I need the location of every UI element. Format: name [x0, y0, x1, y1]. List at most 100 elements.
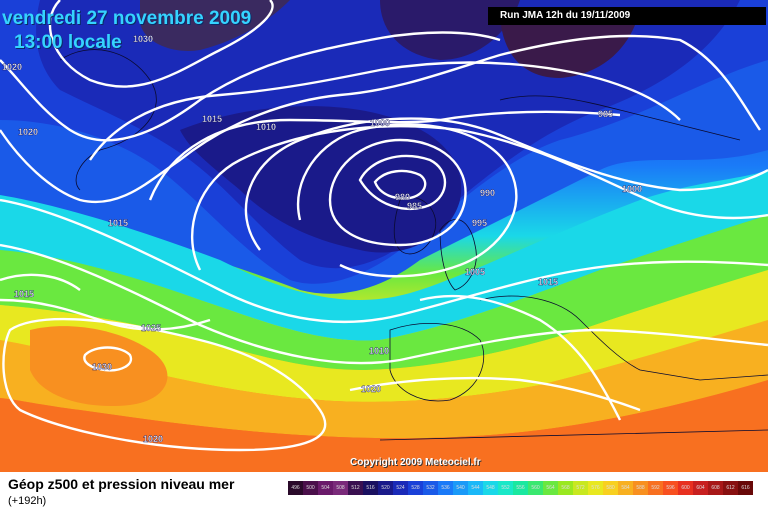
- scale-swatch: 496: [288, 481, 303, 495]
- pressure-label: 980: [395, 192, 410, 202]
- pressure-label: 1020: [361, 384, 381, 394]
- isobar-980: [373, 169, 427, 200]
- isobar-1000-east: [244, 117, 768, 251]
- pressure-label: 1020: [18, 127, 38, 137]
- z500-band-cyan: [0, 170, 768, 341]
- scale-swatch: 512: [348, 481, 363, 495]
- isobar-1015-main: [0, 198, 768, 324]
- isobar-990: [328, 138, 467, 247]
- scale-swatch: 552: [498, 481, 513, 495]
- pressure-label: 1000: [370, 118, 390, 128]
- scale-swatch: 580: [603, 481, 618, 495]
- pressure-label: 1015: [108, 218, 128, 228]
- isobar-1025-west: [0, 298, 211, 331]
- isobars: [0, 0, 768, 450]
- pressure-label: 1030: [92, 362, 112, 372]
- scale-swatch: 524: [393, 481, 408, 495]
- coast-iberia: [389, 323, 485, 402]
- pressure-label: 1025: [141, 323, 161, 333]
- weather-map: 1030 1020 1020 1015 1010 1000 985 980 98…: [0, 0, 768, 472]
- coast-africa: [379, 429, 768, 441]
- pressure-label: 990: [480, 188, 495, 198]
- z500-purple-nw: [140, 0, 290, 51]
- pressure-label: 1000: [622, 184, 642, 194]
- pressure-label: 1005: [465, 267, 485, 277]
- z500-high-core: [30, 326, 168, 406]
- legend-title: Géop z500 et pression niveau mer: [8, 476, 235, 492]
- scale-swatch: 572: [573, 481, 588, 495]
- coast-greenland: [59, 49, 157, 191]
- z500-purple-n: [380, 0, 520, 60]
- scale-swatch: 528: [408, 481, 423, 495]
- pressure-labels: 1030 1020 1020 1015 1010 1000 985 980 98…: [2, 34, 642, 444]
- scale-swatch: 600: [678, 481, 693, 495]
- isobar-1015-n: [0, 31, 501, 142]
- coast-scandinavia: [499, 95, 741, 141]
- pressure-label: 1015: [202, 114, 222, 124]
- z500-band-orange: [0, 320, 768, 439]
- pressure-label: 1015: [14, 289, 34, 299]
- coastlines: [59, 49, 768, 441]
- pressure-label: 1010: [256, 122, 276, 132]
- scale-swatch: 576: [588, 481, 603, 495]
- pressure-label: 1010: [369, 346, 389, 356]
- forecast-date: vendredi 27 novembre 2009: [2, 8, 252, 29]
- isobar-1020-loop: [2, 317, 327, 452]
- isobar-985: [358, 154, 447, 210]
- isobar-1005-east: [190, 125, 768, 271]
- pressure-label: 985: [598, 109, 613, 119]
- scale-swatch: 584: [618, 481, 633, 495]
- coast-britain: [439, 219, 477, 291]
- run-info-box: Run JMA 12h du 19/11/2009: [488, 7, 766, 25]
- scale-swatch: 604: [693, 481, 708, 495]
- pressure-label: 995: [472, 218, 487, 228]
- map-canvas: 1030 1020 1020 1015 1010 1000 985 980 98…: [0, 0, 768, 472]
- isobar-995: [296, 123, 518, 278]
- scale-swatch: 532: [423, 481, 438, 495]
- pressure-label: 985: [407, 201, 422, 211]
- copyright-notice: Copyright 2009 Meteociel.fr: [350, 457, 481, 468]
- scale-swatch: 504: [318, 481, 333, 495]
- legend-subtitle: (+192h): [8, 495, 47, 507]
- isobar-1005-upper: [89, 61, 681, 161]
- scale-swatch: 520: [378, 481, 393, 495]
- color-scale: 496 500 504 508 512 516 520 524 528 532 536 540 544 5…: [288, 481, 753, 495]
- z500-low-core: [180, 106, 462, 253]
- scale-swatch: 568: [558, 481, 573, 495]
- isobar-1020-main: [0, 243, 768, 365]
- isobar-1010-south: [419, 294, 622, 421]
- coast-ireland: [393, 197, 437, 255]
- scale-swatch: 540: [453, 481, 468, 495]
- z500-purple-ne: [500, 10, 640, 78]
- coast-mediterranean: [479, 295, 768, 381]
- isobar-1020-south: [349, 376, 641, 412]
- scale-swatch: 596: [663, 481, 678, 495]
- z500-band-green: [0, 215, 768, 370]
- scale-swatch: 544: [468, 481, 483, 495]
- scale-swatch: 536: [438, 481, 453, 495]
- isobar-1015-west: [0, 273, 81, 291]
- scale-swatch: 616: [738, 481, 753, 495]
- z500-band-yellow: [0, 270, 768, 402]
- isobar-1010: [0, 34, 761, 203]
- isobar-1020-nw: [48, 0, 274, 88]
- scale-swatch: 508: [333, 481, 348, 495]
- pressure-label: 1030: [133, 34, 153, 44]
- pressure-label: 1015: [538, 277, 558, 287]
- legend-bar: Géop z500 et pression niveau mer (+192h)…: [0, 472, 768, 512]
- isobar-1030-high: [83, 346, 133, 372]
- scale-swatch: 500: [303, 481, 318, 495]
- scale-swatch: 548: [483, 481, 498, 495]
- scale-swatch: 564: [543, 481, 558, 495]
- scale-swatch: 588: [633, 481, 648, 495]
- scale-swatch: 592: [648, 481, 663, 495]
- scale-swatch: 608: [708, 481, 723, 495]
- forecast-time: 13:00 locale: [14, 32, 122, 53]
- scale-swatch: 612: [723, 481, 738, 495]
- pressure-label: 1020: [143, 434, 163, 444]
- scale-swatch: 556: [513, 481, 528, 495]
- scale-swatch: 560: [528, 481, 543, 495]
- pressure-label: 1020: [2, 62, 22, 72]
- scale-swatch: 516: [363, 481, 378, 495]
